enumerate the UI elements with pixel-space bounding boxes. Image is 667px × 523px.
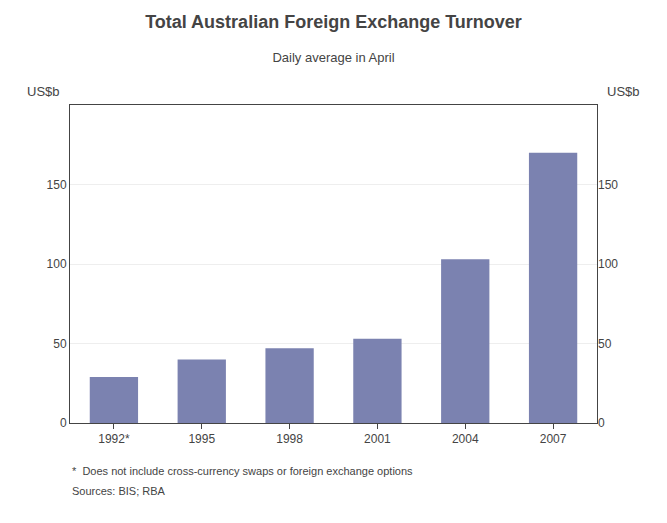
svg-text:1998: 1998 xyxy=(276,432,303,446)
svg-text:50: 50 xyxy=(598,337,612,351)
svg-text:2004: 2004 xyxy=(452,432,479,446)
svg-text:Daily average in April: Daily average in April xyxy=(272,50,394,65)
svg-text:* Does not include cross-curr: * Does not include cross-currency swaps … xyxy=(72,465,413,477)
svg-text:2007: 2007 xyxy=(540,432,567,446)
svg-text:US$b: US$b xyxy=(607,84,640,99)
svg-text:0: 0 xyxy=(60,416,67,430)
svg-text:50: 50 xyxy=(53,337,67,351)
svg-text:100: 100 xyxy=(47,257,67,271)
svg-text:1992*: 1992* xyxy=(98,432,130,446)
svg-text:US$b: US$b xyxy=(27,84,60,99)
svg-text:1995: 1995 xyxy=(188,432,215,446)
svg-text:Sources: BIS; RBA: Sources: BIS; RBA xyxy=(72,485,166,497)
svg-text:150: 150 xyxy=(598,178,618,192)
svg-text:Total Australian Foreign Excha: Total Australian Foreign Exchange Turnov… xyxy=(145,12,522,32)
svg-text:0: 0 xyxy=(598,416,605,430)
svg-text:150: 150 xyxy=(47,178,67,192)
svg-text:2001: 2001 xyxy=(364,432,391,446)
svg-text:100: 100 xyxy=(598,257,618,271)
